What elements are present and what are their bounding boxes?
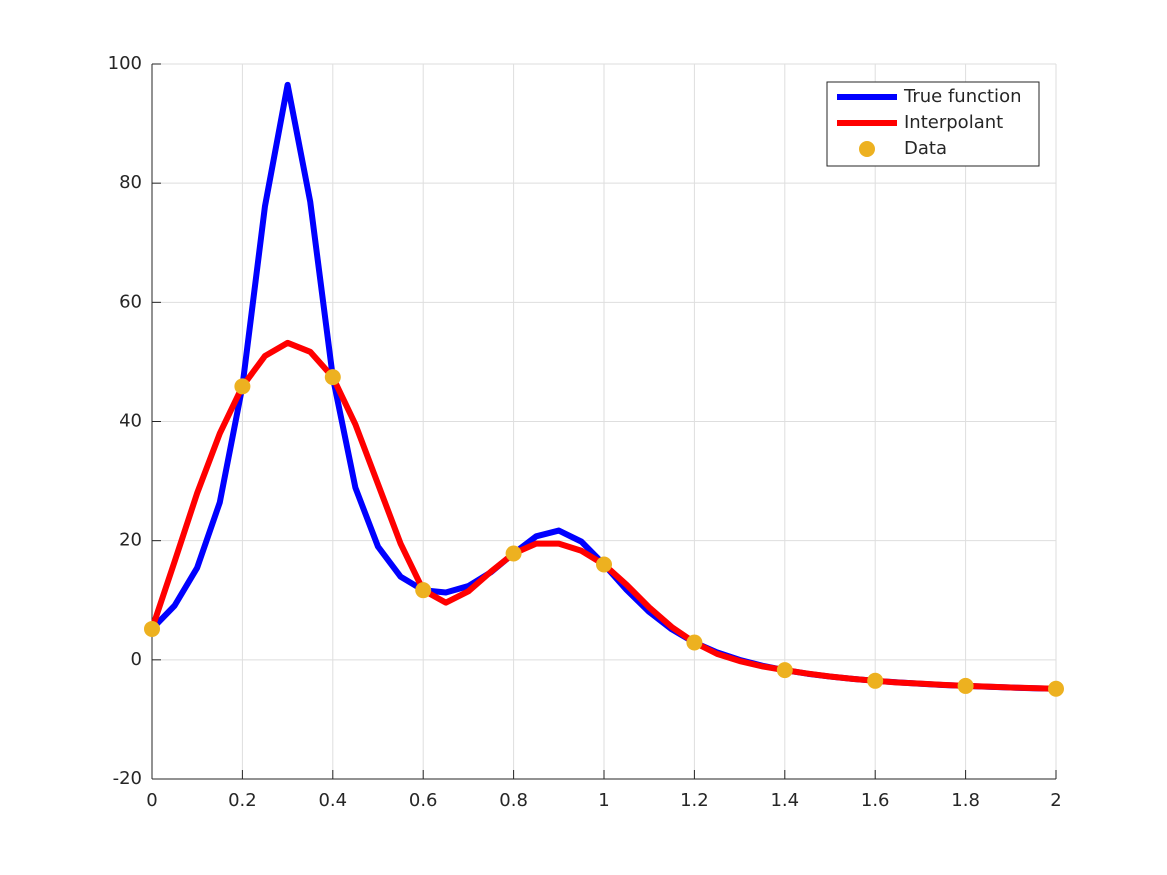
data-point xyxy=(596,556,612,573)
data-point xyxy=(1048,680,1064,697)
x-tick-label: 0.6 xyxy=(409,790,438,811)
y-tick-label: 40 xyxy=(119,411,142,432)
y-tick-label: 20 xyxy=(119,530,142,551)
x-tick-label: 1.2 xyxy=(680,790,709,811)
legend-label: True function xyxy=(903,86,1021,107)
data-point xyxy=(686,634,703,651)
y-tick-label: 60 xyxy=(119,291,142,312)
legend-marker xyxy=(859,141,875,157)
y-tick-label: 0 xyxy=(131,649,142,670)
data-point xyxy=(867,672,884,689)
legend-label: Interpolant xyxy=(904,112,1003,133)
x-tick-label: 2 xyxy=(1050,790,1061,811)
x-tick-label: 0.2 xyxy=(228,790,257,811)
data-point xyxy=(957,677,974,694)
data-point xyxy=(324,369,341,386)
legend: True function Interpolant Data xyxy=(826,81,1040,167)
x-tick-label: 1 xyxy=(598,790,609,811)
x-tick-label: 0 xyxy=(146,790,157,811)
data-point xyxy=(505,545,522,562)
data-point xyxy=(415,582,432,599)
x-tick-label: 1.4 xyxy=(770,790,799,811)
x-tick-label: 1.8 xyxy=(951,790,980,811)
data-point xyxy=(144,620,160,637)
legend-label: Data xyxy=(904,138,947,159)
data-point xyxy=(776,662,793,679)
data-point xyxy=(234,378,251,395)
x-tick-label: 1.6 xyxy=(861,790,890,811)
y-tick-label: 80 xyxy=(119,172,142,193)
y-tick-label: -20 xyxy=(113,768,142,789)
x-tick-label: 0.4 xyxy=(318,790,347,811)
y-tick-label: 100 xyxy=(108,53,142,74)
x-tick-label: 0.8 xyxy=(499,790,528,811)
